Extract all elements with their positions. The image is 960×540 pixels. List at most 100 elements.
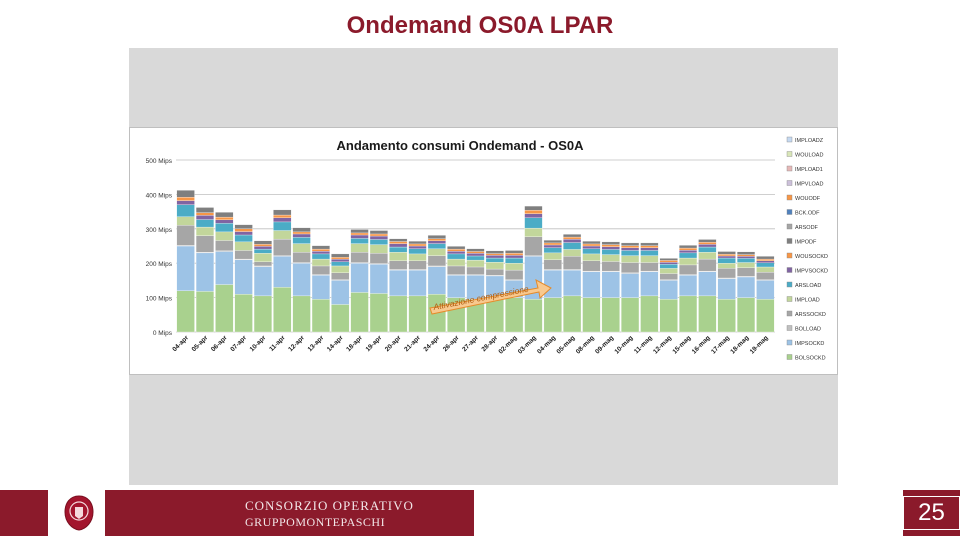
- footer-group-name: GRUPPOMONTEPASCHI: [245, 515, 386, 529]
- bar-segment-wousockd: [756, 258, 775, 261]
- bar-segment-wousockd: [524, 210, 543, 214]
- bar-segment-impodf: [524, 205, 543, 211]
- bar-segment-impvsockd: [582, 245, 601, 249]
- bar-segment-impsockd: [563, 269, 582, 297]
- legend-swatch: [786, 252, 793, 259]
- bar-segment-impvsockd: [717, 255, 736, 259]
- legend-label: IMPVLOAD: [795, 182, 823, 188]
- bar-segment-impvsockd: [756, 260, 775, 264]
- bar-segment-wousockd: [563, 236, 582, 240]
- bar-segment-impload: [369, 244, 388, 254]
- bar-segment-impodf: [215, 212, 234, 218]
- bank-crest-logo: [62, 494, 96, 532]
- x-tick-label: 11-mag: [633, 334, 654, 355]
- x-tick-label: 26-apr: [442, 334, 461, 353]
- bar-segment-arssockd: [466, 266, 485, 275]
- bar-segment-wousockd: [292, 231, 311, 235]
- bar-segment-wousockd: [698, 242, 717, 245]
- bar-segment-impload: [582, 253, 601, 261]
- y-tick-label: 500 Mips: [146, 158, 173, 165]
- annotation-arrow-shape: [429, 279, 552, 315]
- bar-segment-wousockd: [176, 197, 195, 201]
- bar-segment-wousockd: [408, 243, 427, 247]
- bar-segment-arssockd: [292, 252, 311, 263]
- bar-segment-arssockd: [408, 260, 427, 270]
- bar-segment-impvsockd: [563, 238, 582, 243]
- bar-segment-impvsockd: [640, 247, 659, 251]
- bar-segment-impload: [659, 268, 678, 274]
- footer-company-name: CONSORZIO OPERATIVO: [245, 498, 414, 513]
- x-tick-label: 09-mag: [594, 334, 615, 355]
- bar-segment-impload: [505, 263, 524, 271]
- bar-segment-wousockd: [543, 242, 562, 246]
- bar-segment-impsockd: [273, 256, 292, 288]
- legend-label: BOLSOCKD: [795, 356, 826, 362]
- bar-segment-impvsockd: [679, 249, 698, 254]
- x-tick-label: 11-apr: [268, 334, 287, 353]
- bar-segment-wousockd: [331, 257, 350, 260]
- bar-segment-arsload: [505, 257, 524, 264]
- bar-segment-arsload: [447, 253, 466, 260]
- bar-segment-impload: [563, 249, 582, 257]
- bar-segment-impodf: [698, 239, 717, 243]
- bar-segment-impsockd: [601, 271, 620, 298]
- bar-segment-arssockd: [485, 268, 504, 276]
- bar-segment-impload: [273, 230, 292, 240]
- bar-segment-bolsockd: [408, 295, 427, 333]
- bar-segment-arsload: [389, 246, 408, 253]
- bar-segment-arsload: [679, 252, 698, 259]
- x-tick-label: 14-apr: [326, 334, 345, 353]
- chart-title: Andamento consumi Ondemand - OS0A: [336, 138, 584, 153]
- bar-segment-impodf: [273, 209, 292, 216]
- bar-segment-arsload: [311, 253, 330, 260]
- legend: IMPLOADZ WOULOAD IMPLOAD1 IMPVLOAD WOUODF BCK…: [786, 136, 828, 362]
- bar-segment-bolsockd: [621, 297, 640, 333]
- x-tick-label: 03-mag: [517, 334, 538, 355]
- bar-segment-impsockd: [215, 251, 234, 285]
- bar-segment-impsockd: [447, 275, 466, 298]
- bar-segment-impload: [736, 262, 756, 268]
- bar-segment-bolsockd: [350, 292, 369, 333]
- x-tick-label: 10-mag: [613, 334, 634, 355]
- bar-segment-arssockd: [350, 252, 369, 263]
- legend-swatch: [786, 136, 793, 143]
- legend-swatch: [786, 223, 793, 230]
- bar-segment-impvsockd: [485, 255, 504, 259]
- bar-segment-arsload: [215, 223, 234, 233]
- legend-swatch: [786, 165, 793, 172]
- legend-label: WOUSOCKD: [795, 254, 828, 260]
- bar-segment-impvsockd: [369, 235, 388, 240]
- bar-segment-bolsockd: [640, 295, 659, 333]
- legend-label: BOLLOAD: [795, 327, 821, 333]
- x-tick-label: 10-apr: [249, 334, 268, 353]
- bar-segment-impvsockd: [311, 251, 330, 255]
- bar-segment-impsockd: [582, 271, 601, 298]
- bar-segment-arssockd: [369, 253, 388, 264]
- bar-segment-impsockd: [350, 263, 369, 293]
- bar-segment-impodf: [563, 234, 582, 238]
- bar-segment-impodf: [485, 250, 504, 254]
- bar-segment-arsload: [195, 219, 215, 228]
- bar-segment-impload: [466, 259, 485, 268]
- bar-segment-wousockd: [369, 233, 388, 237]
- x-tick-label: 08-mag: [575, 334, 596, 355]
- bar-segment-wousockd: [679, 247, 698, 251]
- bars: [176, 190, 775, 333]
- y-tick-label: 0 Mips: [153, 330, 173, 337]
- bar-segment-impodf: [292, 227, 311, 233]
- x-tick-label: 19-apr: [365, 334, 384, 353]
- bar-segment-bolsockd: [524, 299, 543, 333]
- x-tick-label: 07-apr: [229, 334, 248, 353]
- bar-segment-wousockd: [485, 253, 504, 256]
- bar-segment-impsockd: [389, 269, 408, 297]
- bar-segment-impodf: [369, 230, 388, 235]
- bar-segment-arssockd: [756, 271, 775, 280]
- bar-segment-impodf: [408, 241, 427, 245]
- bar-segment-impvsockd: [621, 247, 640, 251]
- bar-segment-impsockd: [427, 266, 446, 295]
- bar-segment-impodf: [640, 242, 659, 246]
- legend-label: IMPLOADZ: [795, 138, 824, 144]
- bar-segment-impload: [601, 254, 620, 262]
- bar-segment-arssockd: [447, 265, 466, 275]
- bar-segment-impvsockd: [350, 234, 369, 239]
